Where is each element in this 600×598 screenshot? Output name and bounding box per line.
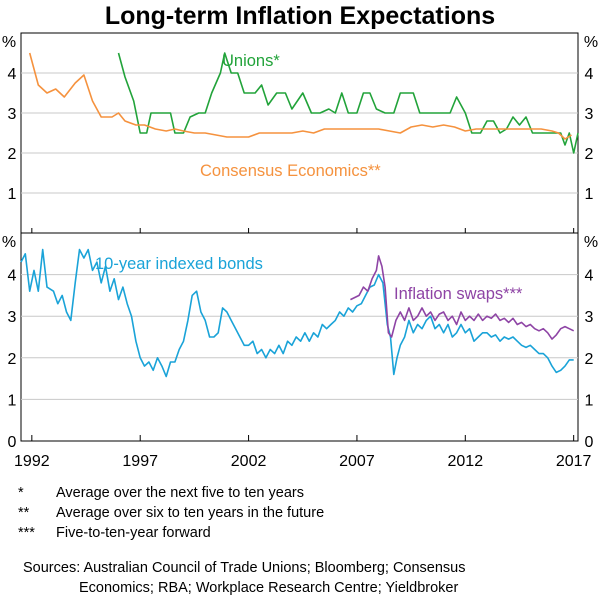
y-tick-label-left: 4 <box>8 66 17 83</box>
note-row: *** Five-to-ten-year forward <box>18 523 324 543</box>
note-mark: *** <box>18 525 35 541</box>
series-label: Consensus Economics** <box>200 162 381 180</box>
note-row: * Average over the next five to ten year… <box>18 483 324 503</box>
y-unit-right: % <box>584 34 598 51</box>
x-tick-label: 1997 <box>122 453 158 470</box>
y-tick-label-right: 4 <box>585 66 594 83</box>
y-unit-left: % <box>2 34 16 51</box>
y-tick-label-right: 4 <box>585 268 594 285</box>
y-unit-right: % <box>584 234 598 251</box>
series-label: Unions* <box>222 52 280 70</box>
x-tick-label: 2012 <box>448 453 484 470</box>
y-tick-label-left: 2 <box>8 146 17 163</box>
sources-note: Sources: Australian Council of Trade Uni… <box>23 558 583 598</box>
y-tick-label-left: 4 <box>8 268 17 285</box>
series-lines <box>20 52 579 378</box>
note-row: ** Average over six to ten years in the … <box>18 503 324 523</box>
y-tick-label-left: 0 <box>8 434 17 451</box>
sources-line: Sources: Australian Council of Trade Uni… <box>23 560 466 576</box>
y-tick-label-right: 1 <box>585 392 594 409</box>
series-label: 10-year indexed bonds <box>95 255 263 273</box>
y-unit-left: % <box>2 234 16 251</box>
y-tick-label-right: 1 <box>585 186 594 203</box>
note-text: Average over six to ten years in the fut… <box>56 505 325 521</box>
plot-border <box>20 32 579 442</box>
x-tick-label: 2002 <box>231 453 267 470</box>
series-line-unions <box>117 52 579 154</box>
gridlines <box>21 72 578 400</box>
series-labels: Unions* Consensus Economics** 10-year inde… <box>95 52 523 303</box>
series-line-10-year-indexed-bonds <box>20 248 574 378</box>
y-tick-label-right: 3 <box>585 309 594 326</box>
inflation-expectations-chart: Long-term Inflation Expectations 1 1 2 2 3 3 4… <box>2 2 598 470</box>
y-tick-label-left: 3 <box>8 106 17 123</box>
note-mark: ** <box>18 505 30 521</box>
y-tick-label-right: 2 <box>585 351 594 368</box>
series-label: Inflation swaps*** <box>394 285 523 303</box>
series-line-inflation-swaps <box>350 255 575 340</box>
series-line-consensus-economics <box>28 52 572 140</box>
axis-labels: 1 1 2 2 3 3 4 4% % 0 0 1 1 2 2 3 3 4 4% % 1992 1997 2002 2007 20… <box>2 34 598 470</box>
y-tick-label-right: 3 <box>585 106 594 123</box>
y-tick-label-right: 2 <box>585 146 594 163</box>
y-tick-label-left: 2 <box>8 351 17 368</box>
y-tick-label-right: 0 <box>585 434 594 451</box>
y-tick-label-left: 1 <box>8 392 17 409</box>
chart-frame <box>20 32 579 442</box>
note-text: Five-to-ten-year forward <box>56 525 211 541</box>
y-tick-label-left: 1 <box>8 186 17 203</box>
x-tick-label: 1992 <box>14 453 50 470</box>
x-tick-label: 2007 <box>339 453 375 470</box>
x-tick-label: 2017 <box>556 453 592 470</box>
note-mark: * <box>18 485 24 501</box>
y-tick-label-left: 3 <box>8 309 17 326</box>
note-text: Average over the next five to ten years <box>56 485 304 501</box>
chart-notes: * Average over the next five to ten year… <box>18 483 324 543</box>
sources-line: Economics; RBA; Workplace Research Centr… <box>79 580 459 596</box>
chart-title: Long-term Inflation Expectations <box>105 2 495 30</box>
